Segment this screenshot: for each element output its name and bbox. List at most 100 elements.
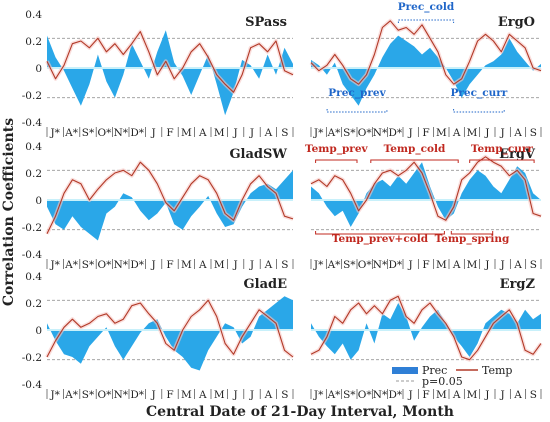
x-tick-label: J* (49, 259, 60, 271)
annotation-temp-prev-cold: Temp_prev+cold (332, 233, 429, 246)
panels: 0.40.20-0.2-0.4J* A* S* O* N* D* J F M A M J J A SSPas… (22, 1, 543, 401)
x-tick-label: M (436, 389, 447, 401)
annotation-temp-cold: Temp_cold (384, 143, 446, 156)
x-tick-label: S (530, 389, 537, 401)
x-tick-label: O* (358, 259, 373, 271)
x-tick-label: S* (82, 127, 95, 139)
x-tick-label: S (281, 259, 288, 271)
x-tick-label: O* (97, 127, 112, 139)
y-tick-label: -0.2 (22, 90, 42, 102)
prec-area (311, 303, 541, 360)
x-tick-label: F (422, 389, 429, 401)
x-tick-label: M (214, 389, 225, 401)
panel-title: GladE (244, 277, 288, 292)
x-tick-label: A* (64, 127, 79, 139)
prec-area (311, 162, 541, 227)
temp-line (46, 161, 294, 235)
x-tick-label: N* (373, 389, 388, 401)
x-tick-label: F (422, 259, 429, 271)
x-tick-label: A (198, 127, 207, 139)
x-tick-label: J (249, 389, 254, 401)
annotation-bracket (397, 19, 455, 23)
legend-temp-label: Temp (482, 364, 512, 377)
x-tick-label: A (198, 259, 207, 271)
prec-area (311, 35, 541, 106)
x-tick-label: D* (130, 389, 144, 401)
annotation-temp-prev: Temp_prev (305, 143, 369, 156)
x-tick-label: J (232, 127, 237, 139)
panel-gladsw: 0.40.20-0.2-0.4J* A* S* O* N* D* J F M A M J J A SGlad… (22, 141, 294, 271)
x-tick-label: M (181, 259, 192, 271)
y-tick-label: 0.2 (25, 168, 42, 180)
temp-line (310, 156, 542, 221)
annotation-bracket (315, 159, 358, 163)
x-tick-label: M (467, 389, 478, 401)
annotation-temp-spring: Temp_spring (435, 233, 510, 246)
legend: Prec Temp p=0.05 (392, 364, 512, 388)
panel-title: ErgO (498, 15, 535, 30)
x-tick-label: J (150, 127, 155, 139)
x-tick-label: A* (64, 259, 79, 271)
x-tick-label: A* (64, 389, 79, 401)
annotation-bracket (450, 231, 494, 235)
x-tick-label: J* (313, 259, 324, 271)
panel-glade: 0.40.20-0.2-0.4J* A* S* O* N* D* J F M A M J J A SGlad… (22, 271, 295, 401)
x-tick-label: A (452, 259, 461, 271)
annotation-bracket (370, 159, 459, 163)
x-tick-label: F (166, 127, 173, 139)
x-tick-label: F (166, 389, 173, 401)
x-tick-label: A (264, 259, 273, 271)
x-tick-label: S* (82, 259, 95, 271)
x-axis-title: Central Date of 21-Day Interval, Month (146, 404, 454, 420)
panel-title: ErgZ (500, 277, 536, 292)
y-tick-label: 0 (35, 63, 42, 75)
temp-line (46, 31, 294, 93)
x-tick-label: J (484, 389, 489, 401)
panel-spass: 0.40.20-0.2-0.4J* A* S* O* N* D* J F M A M J J A SSPas… (22, 9, 294, 139)
x-tick-label: J (500, 389, 505, 401)
y-tick-label: -0.2 (22, 352, 42, 364)
x-tick-label: J (150, 259, 155, 271)
x-tick-label: J (232, 259, 237, 271)
x-tick-label: O* (97, 259, 112, 271)
x-tick-label: J (408, 259, 413, 271)
x-tick-label: J (408, 389, 413, 401)
x-tick-label: S (281, 127, 288, 139)
panel-ergo: J* A* S* O* N* D* J F M A M J J A SErgOPrec_coldPrec_p… (309, 1, 542, 139)
x-tick-label: J (150, 389, 155, 401)
x-tick-label: D* (130, 127, 144, 139)
x-tick-label: A (452, 127, 461, 139)
x-tick-label: F (166, 259, 173, 271)
x-tick-label: N* (373, 127, 388, 139)
x-tick-label: N* (114, 259, 129, 271)
x-tick-label: M (181, 389, 192, 401)
x-tick-label: J (232, 389, 237, 401)
annotation-prec-cold: Prec_cold (398, 1, 455, 14)
x-tick-label: D* (388, 259, 402, 271)
x-tick-label: S* (343, 389, 356, 401)
prec-area (47, 30, 293, 116)
x-tick-label: J (484, 259, 489, 271)
x-tick-label: S (530, 259, 537, 271)
x-tick-label: M (214, 259, 225, 271)
x-tick-label: N* (114, 127, 129, 139)
y-tick-label: 0.4 (25, 9, 42, 21)
x-tick-label: J* (49, 127, 60, 139)
x-tick-label: D* (130, 259, 144, 271)
x-tick-label: S (281, 389, 288, 401)
x-tick-label: J* (313, 389, 324, 401)
x-tick-label: S (530, 127, 537, 139)
annotation-temp-curr: Temp_curr (471, 143, 534, 156)
x-tick-label: M (467, 127, 478, 139)
x-tick-label: D* (388, 389, 402, 401)
x-tick-label: J* (49, 389, 60, 401)
x-tick-label: A (513, 259, 522, 271)
x-tick-label: J (249, 127, 254, 139)
legend-prec-swatch (392, 367, 418, 374)
annotation-bracket (469, 159, 535, 163)
x-tick-label: M (436, 127, 447, 139)
panel-title: GladSW (229, 147, 287, 162)
y-tick-label: -0.4 (22, 379, 43, 391)
